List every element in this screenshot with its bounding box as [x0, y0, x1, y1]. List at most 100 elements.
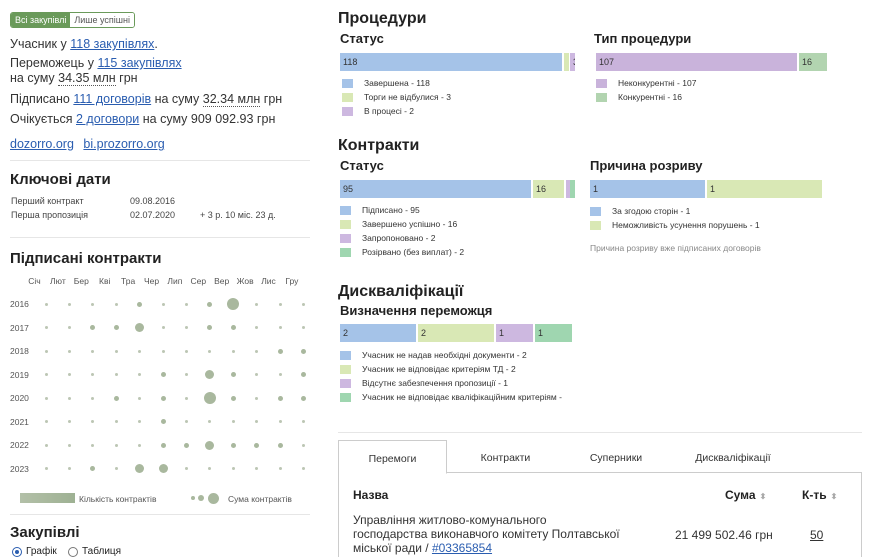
contract-dot[interactable]	[90, 466, 96, 471]
bar-segment: 95	[340, 180, 531, 198]
winner-prefix: Переможець у	[10, 56, 98, 70]
contract-dot[interactable]	[230, 395, 236, 401]
bar-segment: 118	[340, 53, 562, 71]
dozorro-link[interactable]: dozorro.org	[10, 137, 74, 151]
year-label: 2023	[10, 463, 29, 474]
signed-link[interactable]: 111 договорів	[73, 92, 152, 106]
column-header-count[interactable]: К-ть ⬍	[802, 488, 837, 502]
legend-item: Розірвано (без виплат) - 2	[340, 247, 464, 257]
sort-icon[interactable]: ⬍	[759, 492, 767, 501]
month-label: Вер	[214, 276, 230, 286]
contract-dot[interactable]	[160, 395, 166, 401]
winner-sum: на суму 34.35 млн грн	[10, 71, 138, 86]
legend-label: Підписано - 95	[362, 205, 420, 215]
contract-dot[interactable]	[113, 325, 119, 330]
contract-dot[interactable]	[300, 348, 306, 354]
tab-competitors[interactable]: Суперники	[589, 452, 643, 464]
contract-dot[interactable]	[160, 442, 166, 448]
contract-dot[interactable]	[207, 325, 213, 330]
filter-all-button[interactable]: Всі закупівлі	[11, 13, 71, 27]
contract-dot[interactable]	[113, 395, 119, 401]
table-row-count-link[interactable]: 50	[810, 528, 824, 542]
sort-icon[interactable]: ⬍	[830, 492, 838, 501]
contract-dot[interactable]	[277, 395, 283, 401]
bi-prozorro-link[interactable]: bi.prozorro.org	[83, 137, 165, 151]
contract-dot	[161, 326, 165, 329]
contract-dot[interactable]	[183, 442, 189, 448]
contract-dot	[278, 326, 282, 329]
row-name-line: господарства виконавчого комітету Полтав…	[353, 527, 620, 541]
contract-dot[interactable]	[230, 325, 236, 330]
contract-dot[interactable]	[300, 395, 306, 401]
contract-dot[interactable]	[135, 323, 145, 332]
bar-segment: 107	[596, 53, 797, 71]
radio-graph[interactable]: Графік	[12, 546, 57, 557]
radio-table[interactable]: Таблиця	[68, 546, 121, 557]
contract-dot[interactable]	[137, 301, 143, 307]
row-name-text: міської ради /	[353, 541, 432, 555]
contract-dot	[208, 349, 212, 353]
table-row-name: Управління житлово-комунального господар…	[353, 513, 663, 555]
expected-link[interactable]: 2 договори	[75, 112, 140, 126]
divider	[10, 514, 310, 515]
contract-dot	[91, 420, 95, 423]
contract-dot[interactable]	[203, 392, 216, 404]
sum-prefix: на суму	[10, 71, 59, 85]
edrpou-code-link[interactable]: #03365854	[431, 541, 493, 555]
contract-dot	[184, 349, 188, 353]
contract-dot	[301, 443, 305, 447]
contract-dot[interactable]	[135, 464, 145, 473]
contract-dot	[184, 373, 188, 376]
contract-dot[interactable]	[227, 298, 240, 310]
radio-table-label: Таблиця	[82, 546, 122, 557]
contract-dot[interactable]	[300, 372, 306, 377]
contract-dot[interactable]	[90, 325, 96, 330]
external-links: dozorro.org bi.prozorro.org	[10, 137, 165, 151]
contract-dot[interactable]	[160, 372, 166, 377]
winner-link[interactable]: 115 закупівлях	[97, 56, 182, 70]
contract-dot	[114, 467, 118, 470]
procedure-type-title: Тип процедури	[594, 31, 692, 46]
tab-disqualifications[interactable]: Дискваліфікації	[695, 452, 771, 464]
contract-dot[interactable]	[230, 442, 236, 448]
participant-stat: Учасник у 118 закупівлях.	[10, 37, 158, 51]
bar-segment: 1	[496, 324, 533, 342]
contract-dot	[44, 373, 48, 376]
legend-item: Підписано - 95	[340, 205, 420, 215]
participant-link[interactable]: 118 закупівлях	[70, 37, 155, 51]
signed-stat: Підписано 111 договорів на суму 32.34 мл…	[10, 92, 282, 107]
contract-dot[interactable]	[254, 442, 260, 448]
legend-item: В процесі - 2	[342, 106, 414, 116]
divider	[338, 432, 862, 433]
column-header-name[interactable]: Назва	[353, 488, 389, 502]
contract-dot[interactable]	[158, 464, 168, 473]
contract-dot	[184, 326, 188, 329]
column-header-sum[interactable]: Сума ⬍	[725, 488, 766, 502]
filter-success-button[interactable]: Лише успішні	[70, 13, 134, 27]
contract-dot[interactable]	[230, 372, 236, 377]
contract-dot	[67, 349, 71, 353]
tab-contracts[interactable]: Контракти	[480, 452, 531, 464]
month-label: Тра	[121, 276, 136, 286]
procedures-title: Процедури	[338, 10, 427, 27]
month-label: Лип	[167, 276, 183, 286]
contract-dot	[184, 302, 188, 306]
tab-wins[interactable]: Перемоги	[338, 440, 447, 474]
contract-dot[interactable]	[205, 440, 215, 450]
radio-graph-label: Графік	[26, 546, 57, 557]
contract-dot	[231, 349, 235, 353]
radio-table-circle[interactable]	[68, 546, 78, 557]
contract-dot[interactable]	[207, 301, 213, 307]
contract-dot	[44, 302, 48, 306]
contract-status-title: Статус	[340, 158, 384, 173]
bar-segment: 16	[533, 180, 564, 198]
contract-dot	[67, 396, 71, 400]
contract-dot	[255, 349, 259, 353]
contract-dot[interactable]	[160, 419, 166, 424]
contract-dot[interactable]	[205, 370, 215, 379]
legend-swatch	[596, 92, 607, 102]
contract-dot[interactable]	[277, 348, 283, 354]
contract-dot	[301, 302, 305, 306]
contract-dot[interactable]	[277, 442, 283, 448]
radio-graph-circle[interactable]	[12, 546, 22, 557]
